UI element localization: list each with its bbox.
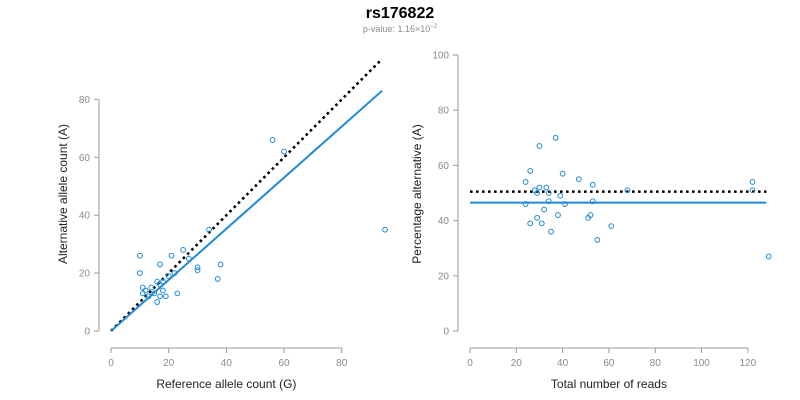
y-tick-label: 0 bbox=[84, 327, 90, 338]
data-point bbox=[174, 290, 181, 297]
data-point bbox=[557, 192, 564, 199]
data-point bbox=[555, 212, 561, 218]
data-point bbox=[154, 278, 161, 285]
data-point bbox=[148, 284, 155, 291]
x-tick-label: 80 bbox=[650, 358, 662, 369]
data-point bbox=[527, 168, 534, 174]
y-tick-label: 60 bbox=[438, 161, 450, 172]
data-point bbox=[765, 253, 772, 260]
right-scatter-panel: 0 20 40 60 80 100 120 0 20 40 60 80 100 Total number … bbox=[410, 51, 772, 391]
left-scatter-panel: 0 20 40 60 80 0 20 40 60 80 Reference allele count… bbox=[56, 57, 388, 391]
data-point bbox=[168, 252, 175, 259]
x-tick-label: 0 bbox=[467, 358, 473, 369]
x-tick-label: 20 bbox=[511, 358, 523, 369]
data-point bbox=[281, 148, 287, 155]
y-tick-label: 0 bbox=[443, 327, 449, 338]
x-axis-title: Reference allele count (G) bbox=[156, 377, 296, 391]
data-point bbox=[136, 252, 143, 259]
x-axis-title: Total number of reads bbox=[551, 377, 667, 391]
data-point bbox=[157, 293, 163, 300]
data-point bbox=[548, 228, 554, 235]
data-point bbox=[217, 261, 224, 268]
x-tick-label: 60 bbox=[603, 358, 615, 369]
y-tick-label: 20 bbox=[438, 271, 450, 282]
chart-subtitle: p-value: 1.16×10−2 bbox=[0, 24, 800, 34]
data-point bbox=[171, 270, 178, 277]
data-point bbox=[624, 187, 631, 194]
data-point bbox=[160, 287, 166, 294]
data-point bbox=[139, 284, 146, 291]
data-point bbox=[545, 190, 552, 196]
x-tick-label: 80 bbox=[336, 358, 348, 369]
data-point bbox=[545, 198, 552, 205]
data-point bbox=[552, 134, 559, 141]
y-tick-label: 100 bbox=[432, 51, 449, 62]
p-value-text: p-value: 1.16×10 bbox=[362, 24, 431, 34]
x-tick-label: 120 bbox=[740, 358, 757, 369]
y-tick-label: 20 bbox=[79, 269, 91, 280]
data-point bbox=[522, 179, 529, 185]
data-point bbox=[562, 201, 568, 207]
data-point bbox=[382, 226, 388, 233]
data-point bbox=[136, 270, 143, 277]
data-point bbox=[536, 143, 543, 149]
data-point bbox=[162, 293, 169, 300]
data-point bbox=[185, 255, 192, 262]
data-point bbox=[145, 293, 152, 300]
data-point bbox=[536, 184, 543, 191]
p-value-exponent: −2 bbox=[430, 24, 438, 30]
data-point bbox=[194, 267, 201, 274]
data-point bbox=[142, 287, 149, 294]
data-point bbox=[151, 290, 158, 297]
data-point bbox=[589, 181, 596, 188]
data-point bbox=[594, 237, 601, 243]
data-point bbox=[165, 273, 172, 279]
y-tick-label: 60 bbox=[79, 153, 91, 164]
data-point bbox=[154, 299, 161, 305]
data-point bbox=[534, 190, 541, 196]
data-point bbox=[180, 247, 187, 253]
x-tick-label: 40 bbox=[557, 358, 569, 369]
chart-title: rs176822 bbox=[365, 5, 435, 22]
fit-line bbox=[110, 89, 383, 332]
x-tick-label: 100 bbox=[693, 358, 710, 369]
data-point bbox=[608, 223, 615, 230]
data-point bbox=[575, 176, 582, 183]
y-tick-label: 40 bbox=[438, 216, 450, 227]
data-point bbox=[160, 278, 166, 285]
data-point bbox=[527, 220, 534, 227]
y-tick-label: 40 bbox=[79, 211, 91, 222]
data-point bbox=[541, 206, 547, 213]
y-tick-label: 80 bbox=[438, 106, 450, 117]
y-axis-title: Percentage alternative (A) bbox=[410, 124, 424, 263]
x-tick-label: 0 bbox=[108, 358, 114, 369]
data-point bbox=[206, 226, 212, 233]
data-point bbox=[587, 212, 594, 218]
data-point bbox=[538, 220, 545, 227]
data-point bbox=[522, 201, 529, 207]
data-point bbox=[749, 187, 756, 194]
x-tick-label: 40 bbox=[221, 358, 233, 369]
data-point bbox=[534, 214, 541, 221]
y-tick-label: 80 bbox=[79, 95, 91, 106]
data-point bbox=[139, 290, 146, 297]
data-point bbox=[194, 264, 201, 271]
data-point bbox=[749, 179, 756, 185]
data-point bbox=[214, 275, 221, 282]
data-point bbox=[543, 184, 550, 191]
expected-line bbox=[110, 57, 384, 332]
data-point bbox=[559, 170, 566, 177]
data-point bbox=[269, 137, 276, 143]
data-point bbox=[157, 281, 163, 288]
x-tick-label: 60 bbox=[278, 358, 290, 369]
y-axis-title: Alternative allele count (A) bbox=[56, 124, 70, 264]
x-tick-label: 20 bbox=[163, 358, 175, 369]
data-point bbox=[589, 198, 596, 205]
data-point bbox=[157, 261, 163, 268]
